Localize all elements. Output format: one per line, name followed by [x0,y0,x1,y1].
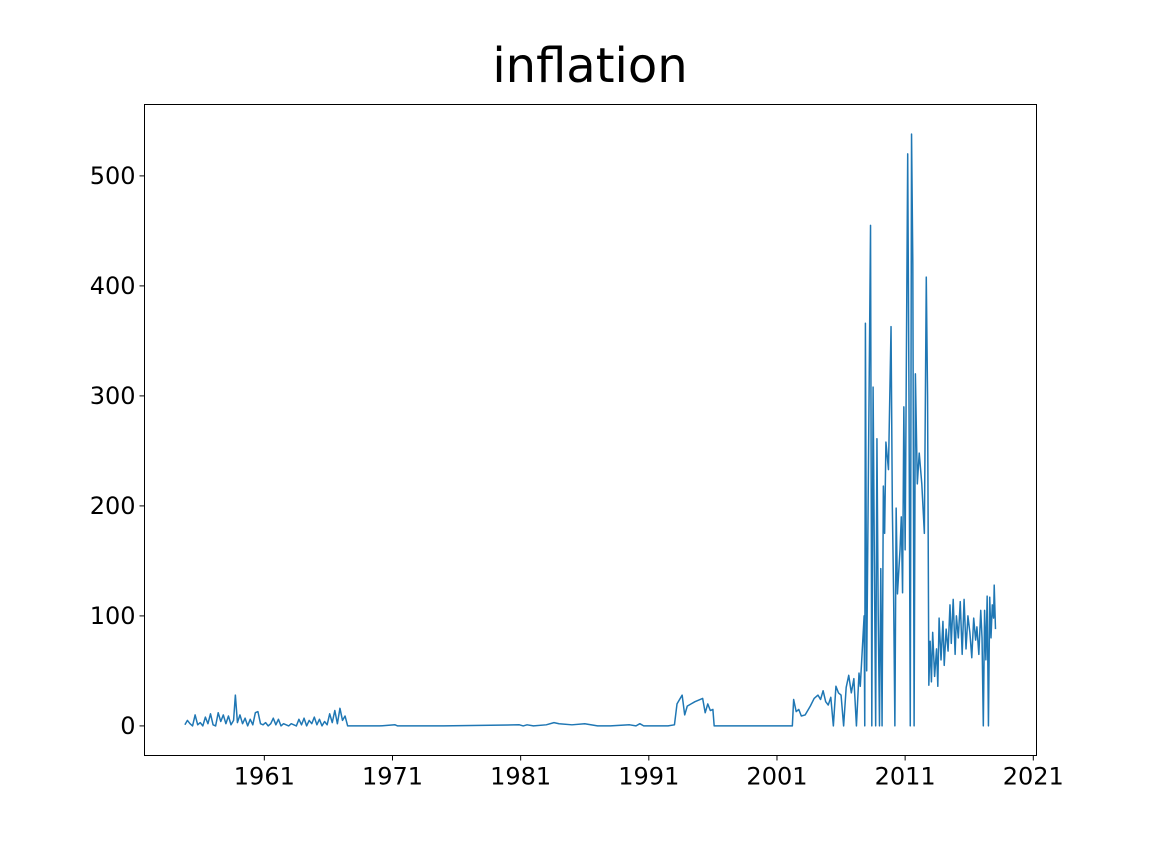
y-tick-label: 200 [90,492,136,520]
x-tick-label: 1981 [490,763,551,791]
x-tick-label: 1961 [234,763,295,791]
y-tick-label: 0 [120,712,135,740]
x-tick-label: 2001 [746,763,807,791]
chart-title: inflation [492,38,687,94]
y-tick-label: 100 [90,602,136,630]
y-tick-label: 400 [90,272,136,300]
x-tick-label: 2011 [875,763,936,791]
data-line [184,133,997,727]
x-tick-label: 2021 [1003,763,1064,791]
x-tick-label: 1971 [362,763,423,791]
plot-frame [144,104,1037,756]
y-tick-label: 300 [90,382,136,410]
x-tick-label: 1991 [618,763,679,791]
y-tick-label: 500 [90,162,136,190]
